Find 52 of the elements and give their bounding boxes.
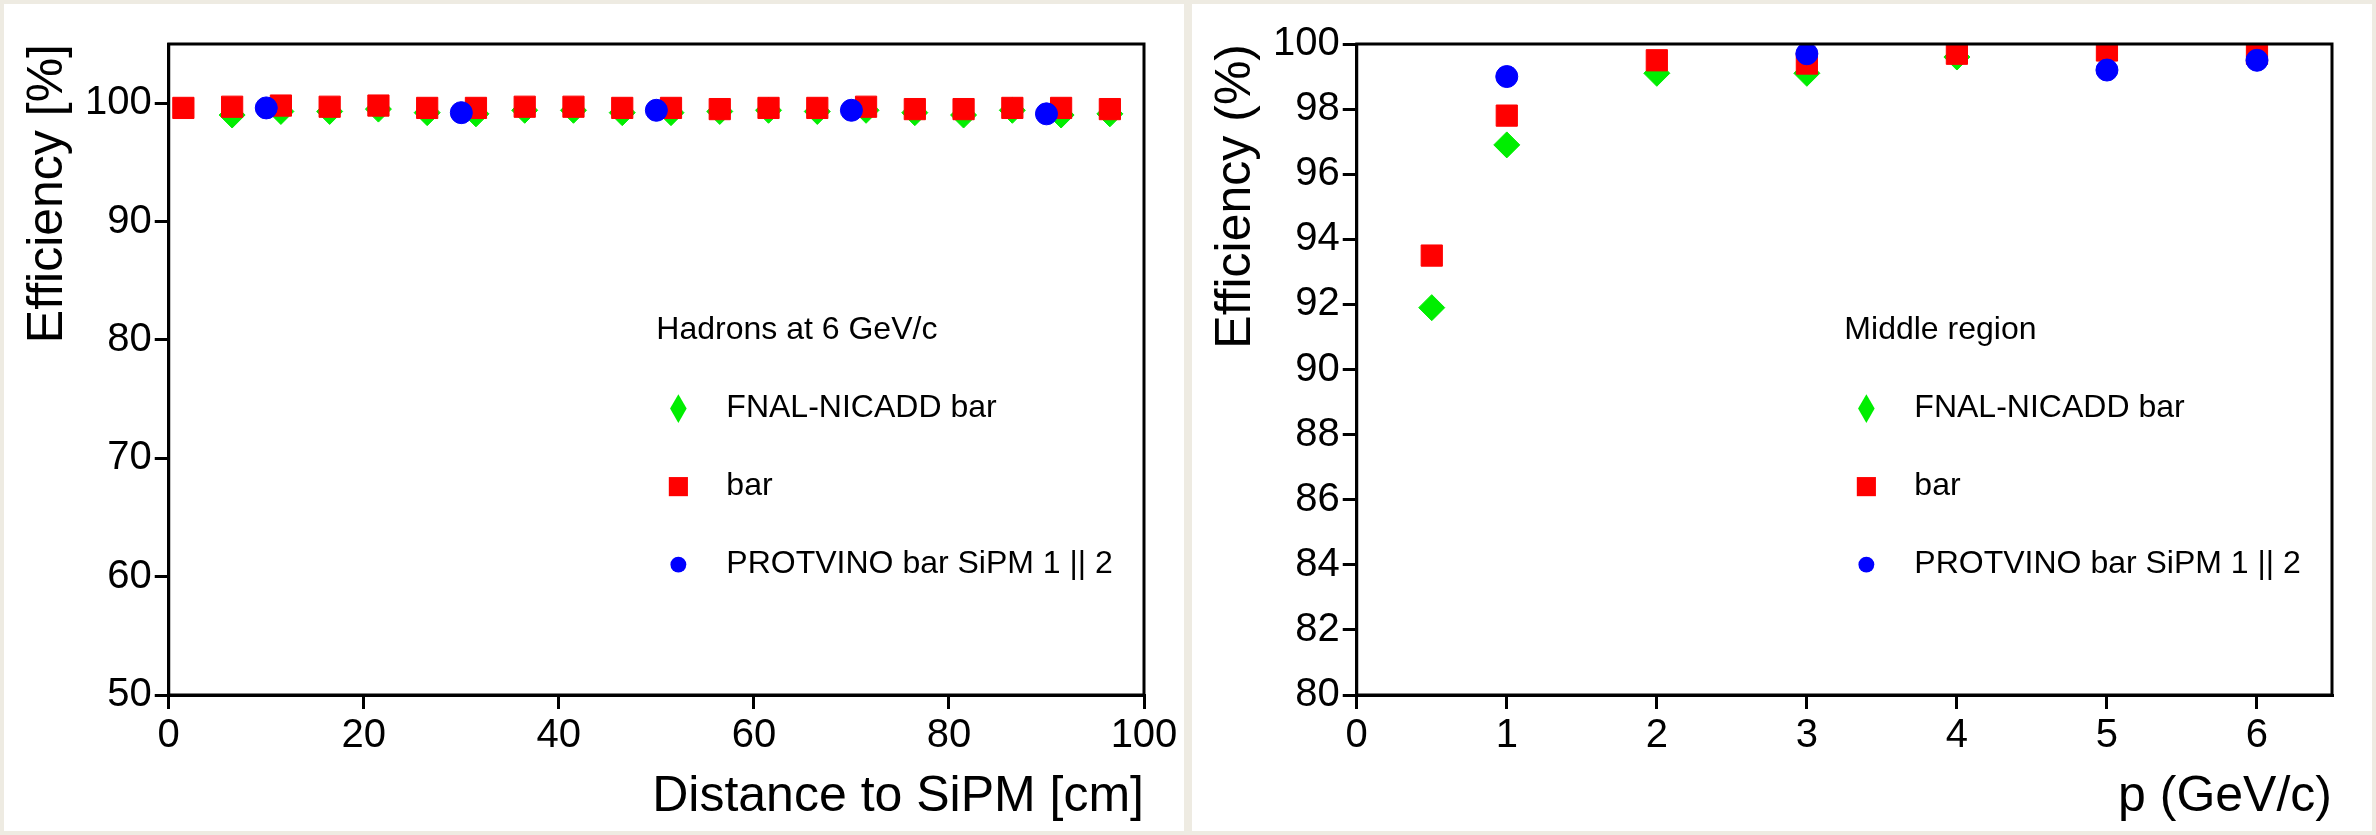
point [1418,294,1446,322]
y-tick-label: 90 [1295,344,1340,389]
x-tick-label: 6 [2245,711,2269,756]
legend-label: PROTVINO bar SiPM 1 || 2 [726,544,1113,581]
y-tick-label: 82 [1295,604,1340,649]
y-tick-label: 86 [1295,474,1340,519]
x-axis-title: Distance to SiPM [cm] [652,765,1144,822]
x-tick-label: 80 [926,711,972,756]
y-tick-label: 92 [1295,279,1340,324]
y-tick-label: 94 [1295,214,1340,259]
y-tick-label: 60 [107,551,152,596]
x-tick-label: 4 [1945,711,1969,756]
x-tick-label: 40 [536,711,582,756]
point [1645,49,1668,72]
point [2245,48,2269,72]
point [1493,131,1521,159]
x-tick-label: 0 [157,711,180,756]
point [1420,244,1443,267]
x-tick-label: 5 [2095,711,2119,756]
point [1495,104,1518,127]
point [2095,58,2119,82]
point [1495,65,1519,89]
y-tick-label: 96 [1295,149,1340,194]
legend-label: PROTVINO bar SiPM 1 || 2 [1914,544,2301,581]
y-tick-label: 70 [107,433,152,478]
x-tick-label: 3 [1795,711,1818,756]
x-tick-label: 2 [1645,711,1668,756]
y-tick-label: 80 [107,314,152,359]
x-tick-label: 20 [341,711,387,756]
legend-title: Middle region [1844,310,2037,347]
y-tick-label: 90 [107,196,152,241]
legend-title: Hadrons at 6 GeV/c [656,310,938,347]
y-tick-label: 100 [84,78,152,123]
x-tick-label: 100 [1110,711,1178,756]
x-tick-label: 1 [1495,711,1518,756]
y-tick-label: 50 [107,670,152,715]
x-axis-title: p (GeV/c) [2118,765,2332,822]
x-tick-label: 60 [731,711,777,756]
point [1945,44,1969,65]
y-tick-label: 100 [1272,19,1340,64]
y-tick-label: 80 [1295,670,1340,715]
legend-label: bar [726,466,773,503]
legend-label: FNAL-NICADD bar [1914,388,2185,425]
x-tick-label: 0 [1345,711,1368,756]
y-axis-title: Efficiency (%) [1204,44,1261,349]
y-tick-label: 88 [1295,409,1340,454]
legend-label: FNAL-NICADD bar [726,388,997,425]
legend-label: bar [1914,466,1961,503]
y-axis-title: Efficiency [%] [16,44,73,344]
point [1795,44,1819,66]
y-tick-label: 84 [1295,539,1340,584]
y-tick-label: 98 [1295,84,1340,129]
